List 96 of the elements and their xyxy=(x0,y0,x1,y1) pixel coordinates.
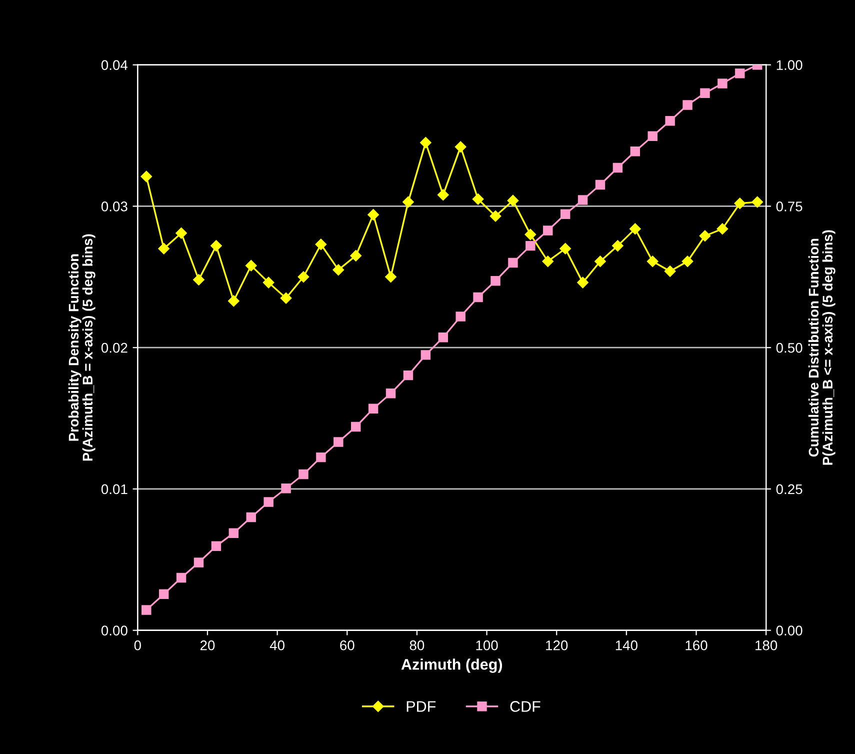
y-axis-title: Probability Density Function P(Azimuth_B = x-axis) (5 deg bins) xyxy=(68,234,96,461)
point xyxy=(560,209,570,219)
point xyxy=(298,469,308,480)
x-tick-label: 180 xyxy=(756,640,778,650)
x-tick-label: 60 xyxy=(340,640,354,650)
point xyxy=(262,276,274,288)
point xyxy=(595,180,606,190)
y2-tick-label: 0.25 xyxy=(776,484,802,494)
y2-tick-label: 1.00 xyxy=(776,60,802,70)
point xyxy=(682,256,694,267)
point xyxy=(473,292,483,302)
point xyxy=(456,312,466,322)
point xyxy=(402,196,414,208)
point xyxy=(420,350,431,360)
x-tick-label: 20 xyxy=(200,640,215,650)
y2-tick-label: 0.75 xyxy=(776,202,802,212)
point xyxy=(752,196,763,208)
point xyxy=(524,228,536,240)
point xyxy=(454,141,466,152)
point xyxy=(718,78,728,88)
point xyxy=(716,223,728,234)
point xyxy=(368,209,379,220)
x-tick-label: 160 xyxy=(686,640,708,650)
point xyxy=(542,256,554,267)
point xyxy=(403,370,414,380)
point xyxy=(332,264,344,276)
point xyxy=(142,605,152,615)
point xyxy=(246,260,257,272)
point xyxy=(211,541,222,551)
point xyxy=(734,198,746,209)
point xyxy=(526,240,536,251)
point xyxy=(228,528,239,538)
point xyxy=(490,276,500,286)
point xyxy=(158,589,169,600)
point xyxy=(334,437,344,447)
point xyxy=(176,227,187,239)
point xyxy=(158,243,170,254)
point xyxy=(578,195,588,205)
y-tick-label: 0.03 xyxy=(101,202,128,212)
point xyxy=(194,558,204,568)
point xyxy=(472,194,484,205)
y2-tick-label: 0.50 xyxy=(776,342,802,353)
x-tick-label: 80 xyxy=(410,640,424,650)
x-tick-label: 40 xyxy=(270,640,284,650)
point xyxy=(507,194,519,206)
point xyxy=(176,572,186,583)
point xyxy=(612,240,624,252)
y2-axis-title: Cumulative Distribution Function P(Azimuth_B <= x-axis) (5 deg bins) xyxy=(808,230,836,465)
point xyxy=(438,189,449,201)
point xyxy=(386,388,396,398)
y2-tick-label: 0.00 xyxy=(776,626,802,636)
point xyxy=(210,240,222,252)
x-tick-label: 120 xyxy=(546,640,568,650)
point xyxy=(350,250,362,262)
point xyxy=(682,100,692,110)
point xyxy=(368,404,378,414)
point xyxy=(700,88,710,98)
point xyxy=(594,256,606,267)
x-tick-label: 140 xyxy=(616,640,638,650)
point xyxy=(577,276,588,288)
point xyxy=(246,512,256,522)
y-tick-label: 0.01 xyxy=(101,484,128,494)
x-axis-title: Azimuth (deg) xyxy=(401,658,502,673)
y-tick-label: 0.00 xyxy=(101,626,128,636)
point xyxy=(648,131,658,141)
point xyxy=(543,226,553,236)
point xyxy=(699,230,711,242)
point xyxy=(490,210,502,222)
point xyxy=(264,497,274,507)
point xyxy=(350,422,361,432)
y-tick-label: 0.04 xyxy=(101,60,128,70)
x-tick-label: 0 xyxy=(134,640,141,650)
point xyxy=(140,170,152,182)
point xyxy=(735,68,745,78)
point xyxy=(508,258,518,268)
point xyxy=(665,116,675,126)
point xyxy=(664,266,676,277)
legend-label: PDF xyxy=(406,701,436,712)
point xyxy=(647,256,658,267)
point xyxy=(280,292,292,304)
point xyxy=(560,243,571,254)
point xyxy=(316,452,326,462)
point xyxy=(438,332,448,342)
point xyxy=(298,271,310,283)
point xyxy=(281,484,291,494)
point xyxy=(630,146,640,156)
point xyxy=(630,223,641,234)
point xyxy=(193,274,204,286)
point xyxy=(612,162,623,173)
y-tick-label: 0.02 xyxy=(101,342,128,353)
point xyxy=(228,295,240,307)
x-tick-label: 100 xyxy=(476,640,498,650)
point xyxy=(385,271,396,283)
legend-label: CDF xyxy=(510,701,540,712)
point xyxy=(420,136,432,148)
point xyxy=(315,238,327,250)
